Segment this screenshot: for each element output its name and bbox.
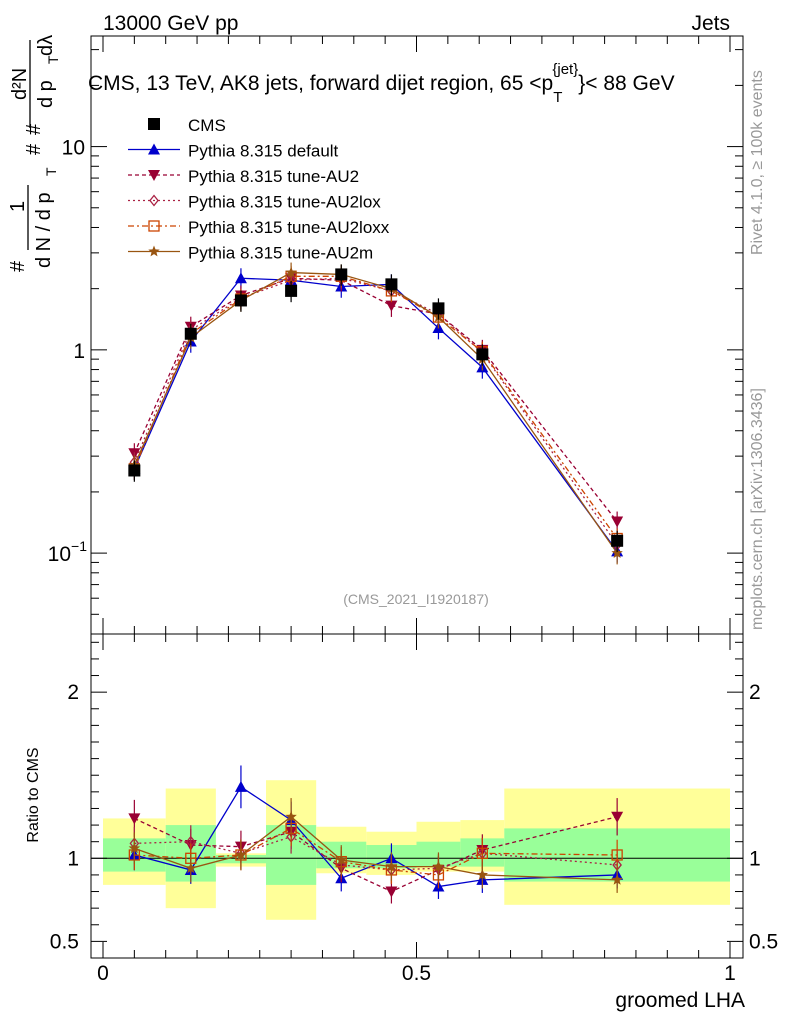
ratio-tick-label-right: 1 bbox=[749, 847, 761, 870]
legend-label-au2loxx: Pythia 8.315 tune-AU2loxx bbox=[188, 218, 390, 237]
series-line-au2 bbox=[133, 277, 618, 522]
ratio-point-au2m bbox=[185, 862, 197, 874]
ratio-point-au2loxx bbox=[611, 849, 623, 861]
svg-text:d²N: d²N bbox=[9, 68, 31, 100]
ratio-point-au2 bbox=[128, 813, 141, 825]
x-tick-label: 0.5 bbox=[402, 962, 431, 985]
ratio-point-au2loxx bbox=[476, 847, 488, 859]
point-cms bbox=[234, 294, 247, 307]
legend-marker-default bbox=[148, 143, 160, 155]
title-sub: T bbox=[553, 89, 562, 106]
point-cms bbox=[385, 278, 398, 291]
svg-text:#: # bbox=[23, 123, 45, 135]
series-line-au2m bbox=[133, 271, 618, 554]
svg-text:#: # bbox=[23, 143, 45, 155]
point-default bbox=[234, 272, 247, 284]
y-tick-label: 10−1 bbox=[48, 538, 88, 566]
y-axis-label: # 1 d N / d p T # d²N # d p T dλ bbox=[7, 35, 61, 272]
svg-text:dλ: dλ bbox=[35, 35, 57, 56]
ratio-line-au2loxx bbox=[134, 827, 618, 876]
point-au2m bbox=[611, 547, 623, 558]
ratio-tick-label-left: 0.5 bbox=[50, 930, 79, 953]
category-label: Jets bbox=[691, 12, 730, 35]
point-cms bbox=[128, 464, 141, 477]
ratio-point-au2m bbox=[285, 810, 297, 822]
point-cms bbox=[335, 268, 348, 281]
legend-marker-cms bbox=[148, 118, 160, 130]
upper-series bbox=[128, 262, 624, 565]
svg-text:d p: d p bbox=[35, 80, 57, 108]
point-au2m bbox=[285, 266, 297, 278]
svg-text:T: T bbox=[43, 167, 59, 176]
legend-marker-au2m bbox=[148, 245, 160, 257]
title-main: CMS, 13 TeV, AK8 jets, forward dijet reg… bbox=[88, 72, 553, 95]
ratio-point-au2m bbox=[128, 842, 141, 854]
svg-text:CMS, 13 TeV, AK8 jets, forward: CMS, 13 TeV, AK8 jets, forward dijet reg… bbox=[88, 61, 675, 106]
ratio-point-au2 bbox=[385, 886, 398, 898]
point-cms bbox=[611, 534, 624, 547]
x-tick-label: 0 bbox=[97, 962, 109, 985]
ratio-line-au2lox bbox=[134, 836, 618, 871]
x-tick-label: 1 bbox=[724, 962, 736, 985]
ratio-point-au2m bbox=[611, 873, 623, 885]
ratio-point-au2 bbox=[611, 811, 624, 823]
chart-title: CMS, 13 TeV, AK8 jets, forward dijet reg… bbox=[88, 61, 675, 106]
energy-label: 13000 GeV pp bbox=[103, 12, 238, 35]
ratio-point-default bbox=[234, 780, 247, 792]
point-cms bbox=[476, 348, 489, 361]
ratio-series bbox=[128, 765, 624, 904]
point-cms bbox=[285, 284, 298, 297]
title-tail: }< 88 GeV bbox=[578, 72, 674, 95]
series-line-au2loxx bbox=[133, 275, 618, 539]
series-line-default bbox=[133, 277, 618, 552]
ratio-point-au2m bbox=[476, 868, 488, 880]
x-axis-label: groomed LHA bbox=[615, 989, 745, 1012]
point-au2 bbox=[611, 516, 624, 528]
analysis-watermark: (CMS_2021_I1920187) bbox=[343, 591, 489, 607]
y-tick-label: 10 bbox=[62, 137, 85, 160]
ratio-point-au2m bbox=[335, 854, 347, 865]
legend-marker-au2 bbox=[148, 170, 160, 181]
legend-label-au2m: Pythia 8.315 tune-AU2m bbox=[188, 244, 373, 263]
mcplots-label: mcplots.cern.ch [arXiv:1306.3436] bbox=[749, 388, 766, 630]
ratio-tick-label-left: 1 bbox=[67, 847, 79, 870]
svg-text:d N / d p: d N / d p bbox=[33, 192, 55, 268]
ratio-tick-label-right: 2 bbox=[749, 681, 761, 704]
ratio-bands bbox=[103, 780, 730, 920]
ratio-y-label: Ratio to CMS bbox=[25, 747, 42, 842]
legend-label-default: Pythia 8.315 default bbox=[188, 142, 339, 161]
svg-text:#: # bbox=[7, 260, 29, 272]
point-au2 bbox=[385, 300, 398, 312]
legend-marker-au2lox bbox=[149, 194, 159, 207]
point-cms bbox=[184, 327, 197, 340]
legend-label-cms: CMS bbox=[188, 116, 226, 135]
svg-text:T: T bbox=[45, 55, 61, 64]
legend-label-au2lox: Pythia 8.315 tune-AU2lox bbox=[188, 193, 381, 212]
ratio-point-au2m bbox=[432, 860, 445, 872]
point-cms bbox=[432, 302, 445, 315]
ratio-tick-label-left: 2 bbox=[67, 681, 79, 704]
title-sup: {jet} bbox=[552, 61, 578, 78]
ratio-point-au2m bbox=[235, 849, 247, 860]
series-line-au2lox bbox=[133, 277, 618, 546]
legend-label-au2: Pythia 8.315 tune-AU2 bbox=[188, 167, 359, 186]
legend-marker-au2loxx bbox=[148, 220, 160, 232]
rivet-label: Rivet 4.1.0, ≥ 100k events bbox=[749, 70, 766, 255]
ratio-point-au2m bbox=[385, 860, 398, 872]
legend: CMS Pythia 8.315 default Pythia 8.315 tune… bbox=[128, 116, 390, 263]
svg-text:1: 1 bbox=[7, 201, 29, 212]
y-tick-label: 1 bbox=[73, 340, 85, 363]
ratio-tick-label-right: 0.5 bbox=[749, 930, 778, 953]
